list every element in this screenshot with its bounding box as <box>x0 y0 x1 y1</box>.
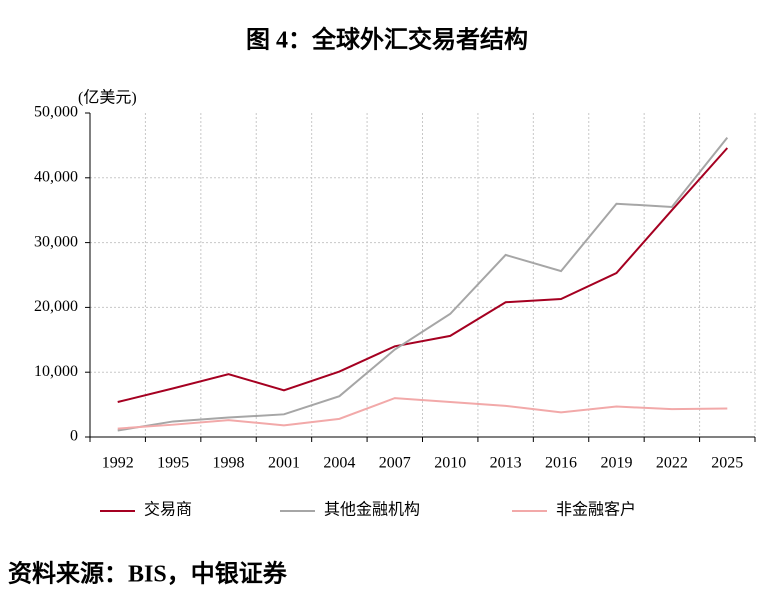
legend-label: 其他金融机构 <box>324 501 420 519</box>
x-tick-label: 2010 <box>434 455 466 472</box>
y-tick-label: 40,000 <box>34 168 78 185</box>
x-tick-label: 2007 <box>379 455 411 472</box>
series-line <box>117 147 729 403</box>
x-tick-label: 2004 <box>323 455 355 472</box>
y-axis-unit: (亿美元) <box>78 89 137 107</box>
legend-label: 非金融客户 <box>556 501 636 519</box>
x-tick-label: 2013 <box>490 455 522 472</box>
x-tick-label: 2016 <box>545 455 577 472</box>
x-tick-label: 2025 <box>711 455 743 472</box>
series-line <box>117 136 729 432</box>
y-tick-label: 50,000 <box>34 104 78 121</box>
y-tick-label: 0 <box>70 428 78 445</box>
x-tick-label: 2022 <box>656 455 688 472</box>
x-tick-label: 1992 <box>102 455 134 472</box>
x-tick-label: 2019 <box>600 455 632 472</box>
x-tick-label: 2001 <box>268 455 300 472</box>
series-line <box>117 397 728 430</box>
legend-label: 交易商 <box>144 501 192 519</box>
source-note: 资料来源：BIS，中银证券 <box>8 560 288 588</box>
chart-title: 图 4：全球外汇交易者结构 <box>246 26 528 54</box>
y-tick-label: 30,000 <box>34 233 78 250</box>
y-tick-label: 10,000 <box>34 363 78 380</box>
y-tick-label: 20,000 <box>34 298 78 315</box>
x-tick-label: 1998 <box>213 455 245 472</box>
x-tick-label: 1995 <box>157 455 189 472</box>
